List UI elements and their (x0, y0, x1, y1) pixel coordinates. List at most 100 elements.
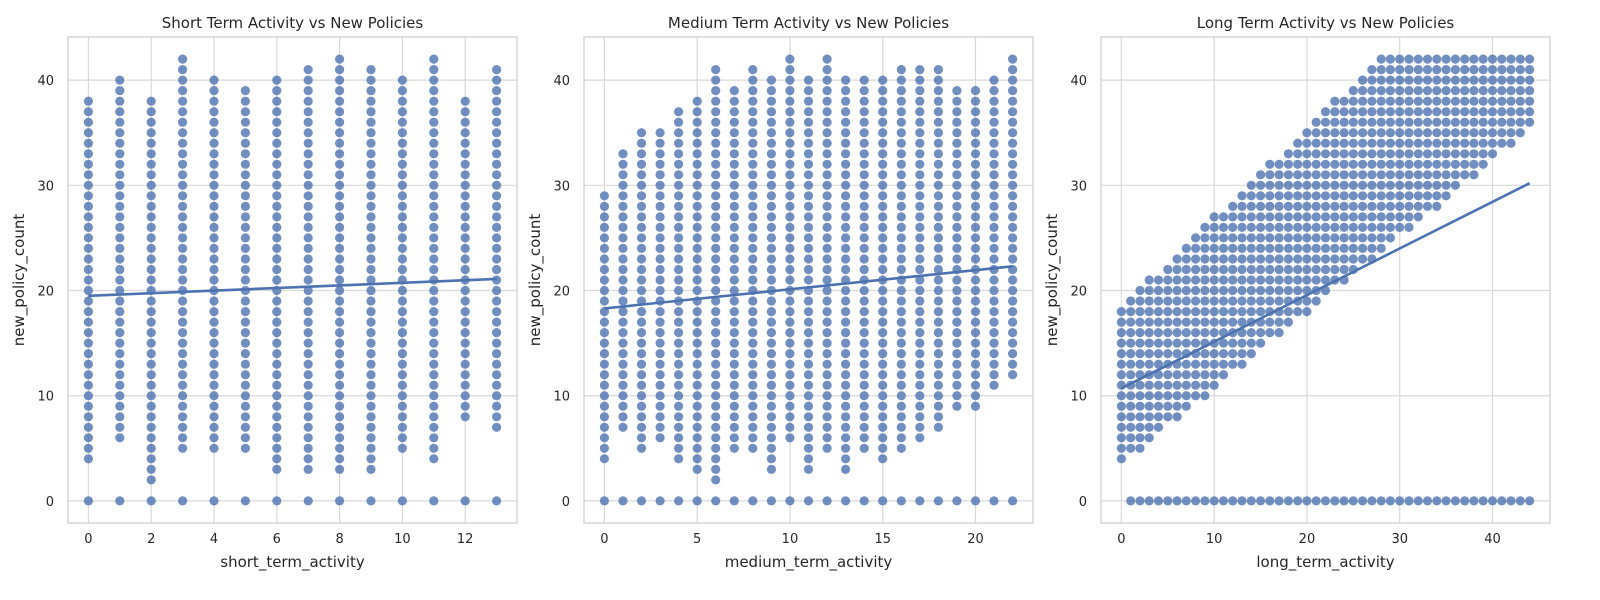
data-point (1209, 243, 1219, 253)
data-point (970, 191, 981, 201)
data-point (1404, 201, 1414, 211)
data-point (1135, 359, 1145, 369)
data-point (1191, 233, 1201, 243)
x-tick-labels: 0 5 10 15 20 (600, 532, 983, 547)
data-point (272, 191, 282, 201)
data-point (209, 328, 219, 338)
data-point (397, 243, 407, 253)
data-point (1441, 138, 1451, 148)
data-point (692, 149, 702, 159)
data-point (1376, 201, 1386, 211)
data-point (896, 96, 906, 106)
data-point (1218, 349, 1229, 359)
data-point (766, 243, 777, 253)
data-point (303, 138, 313, 148)
data-point (1256, 212, 1266, 222)
data-point (841, 149, 851, 159)
data-point (989, 201, 999, 211)
data-point (1209, 296, 1219, 306)
data-point (146, 180, 156, 190)
data-point (1209, 317, 1219, 327)
data-point (115, 149, 125, 159)
data-point (1525, 54, 1535, 64)
data-point (335, 117, 345, 127)
data-point (878, 159, 888, 169)
data-point (366, 307, 376, 317)
data-point (460, 349, 470, 359)
data-point (1320, 275, 1331, 285)
data-point (272, 328, 282, 338)
data-point (1181, 317, 1191, 327)
data-point (915, 275, 925, 285)
data-point (1469, 96, 1479, 106)
data-point (1274, 243, 1284, 253)
data-point (303, 359, 313, 369)
data-point (1469, 86, 1479, 96)
data-point (803, 464, 814, 474)
data-point (209, 222, 219, 232)
data-point (599, 412, 610, 422)
data-point (692, 380, 702, 390)
data-point (397, 96, 407, 106)
data-point (748, 296, 758, 306)
data-point (692, 433, 702, 443)
data-point (841, 212, 851, 222)
data-point (1358, 180, 1368, 190)
data-point (178, 370, 188, 380)
data-point (1385, 233, 1395, 243)
data-point (785, 412, 795, 422)
data-point (989, 296, 999, 306)
data-point (933, 412, 944, 422)
data-point (1181, 359, 1191, 369)
data-point (1283, 170, 1293, 180)
data-point (1320, 117, 1331, 127)
data-point (933, 359, 944, 369)
data-point (748, 422, 758, 432)
data-point (970, 401, 981, 411)
data-point (209, 307, 219, 317)
data-point (1246, 285, 1256, 296)
data-point (83, 370, 93, 380)
data-point (303, 454, 313, 464)
data-point (1181, 401, 1191, 411)
data-point (933, 107, 944, 117)
y-tick-label: 0 (562, 495, 570, 510)
data-point (841, 422, 851, 432)
data-point (1413, 86, 1423, 96)
data-point (1515, 107, 1525, 117)
data-point (618, 338, 628, 348)
data-point (335, 307, 345, 317)
data-point (1367, 243, 1377, 253)
data-point (878, 138, 888, 148)
data-point (692, 117, 702, 127)
data-point (209, 296, 219, 306)
data-point (841, 496, 851, 506)
data-point (240, 159, 250, 169)
data-point (1376, 128, 1386, 138)
data-point (240, 401, 250, 411)
data-point (1376, 159, 1386, 169)
data-point (429, 454, 439, 464)
data-point (397, 285, 407, 296)
data-point (1008, 180, 1018, 190)
data-point (748, 212, 758, 222)
data-point (599, 401, 610, 411)
data-point (748, 222, 758, 232)
data-point (785, 54, 795, 64)
data-point (115, 86, 125, 96)
data-point (933, 191, 944, 201)
data-point (599, 370, 610, 380)
data-point (460, 370, 470, 380)
data-point (915, 328, 925, 338)
data-point (146, 433, 156, 443)
data-point (803, 401, 814, 411)
data-point (1135, 443, 1145, 453)
data-point (240, 433, 250, 443)
data-point (1422, 96, 1433, 106)
data-point (711, 443, 721, 453)
data-point (1126, 433, 1136, 443)
data-point (878, 307, 888, 317)
data-point (878, 86, 888, 96)
data-point (115, 233, 125, 243)
